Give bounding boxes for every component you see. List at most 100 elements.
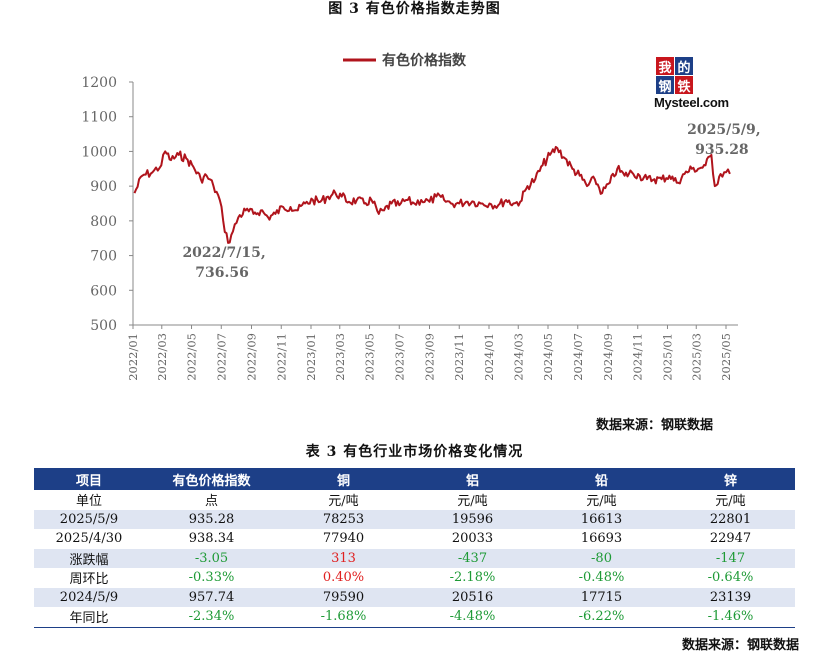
table-row: 单位 点 元/吨 元/吨 元/吨 元/吨 [34,490,795,510]
table-cell: -3.05 [144,548,279,568]
y-tick-label: 800 [90,214,117,230]
table-cell: -2.18% [449,570,496,586]
header-cell: 铝 [408,468,537,490]
x-tick-label: 2022/09 [245,333,259,381]
table-header-row: 项目 有色价格指数 铜 铝 铅 锌 [34,468,795,490]
legend-label: 有色价格指数 [382,52,467,69]
y-tick-label: 500 [90,318,117,334]
x-tick-label: 2024/01 [482,333,496,381]
table-row: 2025/4/30 938.34 77940 20033 16693 22947 [34,529,795,549]
table-cell: -0.48% [578,570,625,586]
table-cell: 77940 [322,531,365,547]
table-cell: -2.34% [144,607,279,628]
y-tick-label: 1100 [81,110,117,126]
table-cell: 元/吨 [457,494,488,510]
header-cell: 锌 [666,468,795,490]
table-cell: 2025/5/9 [34,509,144,529]
x-tick-label: 2022/11 [274,333,288,381]
y-ticks: 500 600 700 800 900 1000 1100 1200 [81,75,133,334]
table-cell: 22947 [709,531,752,547]
table-cell: 23139 [666,587,795,607]
x-tick-label: 2023/07 [392,333,406,381]
table-cell: 元/吨 [328,494,359,510]
x-tick-label: 2024/11 [631,333,645,381]
x-tick-label: 2023/05 [363,333,377,381]
table-cell: 0.40% [322,570,365,586]
table-cell: 周环比 [69,572,109,588]
table-cell: 313 [279,548,408,568]
table-cell: -4.48% [408,607,537,628]
logo-cell: 我 [656,57,674,76]
header-cell: 铜 [279,468,408,490]
table-cell: -80 [537,548,666,568]
y-tick-label: 600 [90,283,117,299]
table-cell: 19596 [408,509,537,529]
table-cell: -6.22% [537,607,666,628]
table-cell: -437 [408,548,537,568]
table-row: 涨跌幅 -3.05 313 -437 -80 -147 [34,548,795,568]
x-tick-label: 2025/03 [689,333,703,381]
table-cell: 17715 [537,587,666,607]
line-chart: 有色价格指数 500 600 700 800 900 1000 1100 1200 2022/… [81,52,760,381]
chart-legend: 有色价格指数 [343,52,467,69]
chart-source: 数据来源：钢联数据 [595,418,713,433]
table-cell: -0.64% [707,570,754,586]
header-cell: 铅 [537,468,666,490]
header-cell: 有色价格指数 [144,468,279,490]
table-row: 2024/5/9 957.74 79590 20516 17715 23139 [34,587,795,607]
x-tick-label: 2022/07 [214,333,228,381]
table-cell: 单位 [75,494,102,510]
annotation-label: 736.56 [195,265,249,281]
table-row: 年同比 -2.34% -1.68% -4.48% -6.22% -1.46% [34,607,795,628]
table-cell: 元/吨 [715,494,746,510]
table-cell: 元/吨 [586,494,617,510]
table-cell: 涨跌幅 [34,548,144,568]
price-table: 项目 有色价格指数 铜 铝 铅 锌 单位点元/吨 元/吨 元/吨 元/吨 2025/5/… [34,468,795,628]
table-cell: 79590 [279,587,408,607]
table-cell: 78253 [279,509,408,529]
x-tick-label: 2023/01 [304,333,318,381]
table-cell: 2025/4/30 [55,531,123,547]
table-cell: -1.46% [666,607,795,628]
x-tick-label: 2024/09 [601,333,615,381]
table-cell: 2024/5/9 [34,587,144,607]
table-cell: 16613 [537,509,666,529]
table-cell: 20516 [408,587,537,607]
x-tick-label: 2022/05 [185,333,199,381]
y-tick-label: 700 [90,249,117,265]
annotation-label: 2022/7/15, [182,245,265,261]
logo-cell: 钢 [656,76,674,95]
table-row: 2025/5/9 935.28 78253 19596 16613 22801 [34,509,795,529]
annotation-label: 935.28 [695,142,749,158]
table-cell: 年同比 [34,607,144,628]
table-cell: 935.28 [144,509,279,529]
y-tick-label: 1200 [81,75,117,91]
annotation-label: 2025/5/9, [687,122,761,138]
x-tick-label: 2022/03 [155,333,169,381]
y-tick-label: 900 [90,179,117,195]
series-line-nonferrous-index [133,145,731,244]
x-tick-label: 2022/01 [126,333,140,381]
x-tick-label: 2024/07 [571,333,585,381]
logo-cell: 铁 [675,76,693,95]
x-tick-label: 2024/05 [541,333,555,381]
x-tick-label: 2025/01 [660,333,674,381]
table-cell: 957.74 [144,587,279,607]
table-cell: 16693 [580,531,623,547]
figure-title: 图 3 有色价格指数走势图 [328,1,501,17]
table-title: 表 3 有色行业市场价格变化情况 [305,444,524,460]
table-cell: 20033 [451,531,494,547]
x-tick-label: 2025/05 [719,333,733,381]
x-tick-label: 2023/03 [333,333,347,381]
x-tick-label: 2023/11 [452,333,466,381]
table-row: 周环比 -0.33% 0.40% -2.18% -0.48% -0.64% [34,568,795,588]
table-cell: -1.68% [279,607,408,628]
x-tick-label: 2024/03 [511,333,525,381]
logo-brand: Mysteel.com [654,95,729,110]
x-tick-label: 2023/09 [423,333,437,381]
logo-cell: 的 [675,57,693,76]
table-cell: 938.34 [188,531,235,547]
annotations: 2022/7/15, 736.56 2025/5/9, 935.28 [182,122,760,281]
table-source: 数据来源：钢联数据 [681,638,799,653]
table-cell: -0.33% [188,570,235,586]
